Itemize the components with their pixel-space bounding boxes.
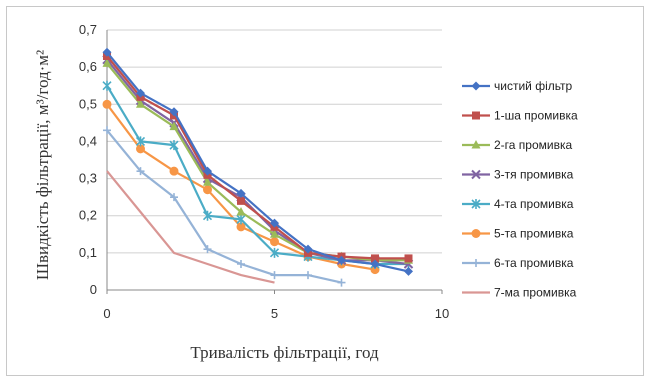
data-point xyxy=(135,136,146,147)
data-point xyxy=(136,167,145,176)
data-point xyxy=(203,177,212,186)
data-point xyxy=(136,144,145,154)
legend-label: 2-га промивка xyxy=(494,138,572,152)
axes: 0 0,1 0,2 0,3 0,4 0,5 0,6 0,7 0 5 10 xyxy=(79,22,449,321)
series-line xyxy=(106,55,409,260)
data-point xyxy=(270,237,279,247)
data-point xyxy=(471,81,481,91)
legend-item: 7-ма промивка xyxy=(462,286,577,300)
y-tick-label: 0,5 xyxy=(79,96,97,111)
data-point xyxy=(102,99,112,109)
legend-item: 3-тя промивка xyxy=(462,168,574,182)
series-2 xyxy=(103,52,413,263)
legend-label: 3-тя промивка xyxy=(494,168,574,182)
data-point xyxy=(404,266,413,276)
data-point xyxy=(102,47,112,57)
data-point xyxy=(203,185,212,195)
legend-label: 7-ма промивка xyxy=(494,286,577,300)
legend-label: 5-та промивка xyxy=(494,227,574,241)
y-tick-label: 0,4 xyxy=(79,133,97,148)
data-point xyxy=(236,222,246,232)
x-tick-label: 5 xyxy=(271,306,278,321)
data-point xyxy=(269,247,280,258)
series-lines xyxy=(102,47,414,287)
data-point xyxy=(136,99,145,108)
series-line xyxy=(106,62,409,262)
data-point xyxy=(169,107,179,117)
data-point xyxy=(471,229,481,238)
x-tick-label: 10 xyxy=(435,306,449,321)
data-point xyxy=(270,271,279,280)
data-point xyxy=(103,126,111,135)
data-point xyxy=(404,254,413,263)
data-point xyxy=(102,80,112,91)
data-point xyxy=(237,196,245,205)
series-1 xyxy=(102,47,413,276)
data-point xyxy=(169,140,179,151)
data-point xyxy=(236,188,246,198)
data-point xyxy=(337,255,346,265)
legend-item: 4-та промивка xyxy=(462,197,574,211)
y-tick-label: 0,7 xyxy=(79,22,97,37)
y-tick-label: 0 xyxy=(90,282,97,297)
legend-item: 2-га промивка xyxy=(462,138,572,152)
data-point xyxy=(202,210,213,221)
legend-label: чистий фільтр xyxy=(494,79,573,93)
legend-label: 4-та промивка xyxy=(494,197,574,211)
series-8 xyxy=(106,170,275,284)
series-line xyxy=(106,51,409,273)
series-7 xyxy=(103,126,346,287)
data-point xyxy=(270,218,279,228)
series-3 xyxy=(102,58,413,264)
x-tick-label: 0 xyxy=(103,306,110,321)
y-tick-label: 0,6 xyxy=(79,59,97,74)
data-point xyxy=(136,88,145,98)
data-point xyxy=(270,229,279,238)
y-tick-label: 0,2 xyxy=(79,208,97,223)
data-point xyxy=(471,199,481,209)
data-point xyxy=(371,254,379,263)
data-point xyxy=(236,207,246,216)
data-point xyxy=(237,260,245,268)
data-point xyxy=(303,244,313,254)
legend: чистий фільтр 1-ша промивка 2-га промивка 3… xyxy=(462,79,578,300)
x-axis-title: Тривалість фільтрації, год xyxy=(190,343,379,362)
legend-item: 6-та промивка xyxy=(462,256,574,270)
data-point xyxy=(170,193,178,202)
data-point xyxy=(471,169,481,180)
data-point xyxy=(169,121,179,131)
legend-item: чистий фільтр xyxy=(462,79,573,93)
series-line xyxy=(106,170,275,284)
data-point xyxy=(169,166,179,176)
y-tick-label: 0,3 xyxy=(79,171,97,186)
data-point xyxy=(304,271,312,280)
data-point xyxy=(370,259,380,269)
series-line xyxy=(106,129,342,284)
legend-label: 6-та промивка xyxy=(494,256,574,270)
data-point xyxy=(236,214,246,225)
data-point xyxy=(203,166,212,176)
data-point xyxy=(472,111,480,120)
series-6 xyxy=(102,99,380,275)
data-point xyxy=(337,278,346,287)
legend-item: 1-ша промивка xyxy=(462,109,578,123)
series-line xyxy=(106,103,376,271)
y-axis-title: Швидкість фільтрації, м³/год·м² xyxy=(33,50,52,280)
data-point xyxy=(472,259,480,267)
data-point xyxy=(471,140,481,149)
legend-item: 5-та промивка xyxy=(462,227,574,241)
data-point xyxy=(203,245,212,254)
y-tick-label: 0,1 xyxy=(79,245,97,260)
data-point xyxy=(102,58,112,67)
legend-label: 1-ша промивка xyxy=(494,109,578,123)
